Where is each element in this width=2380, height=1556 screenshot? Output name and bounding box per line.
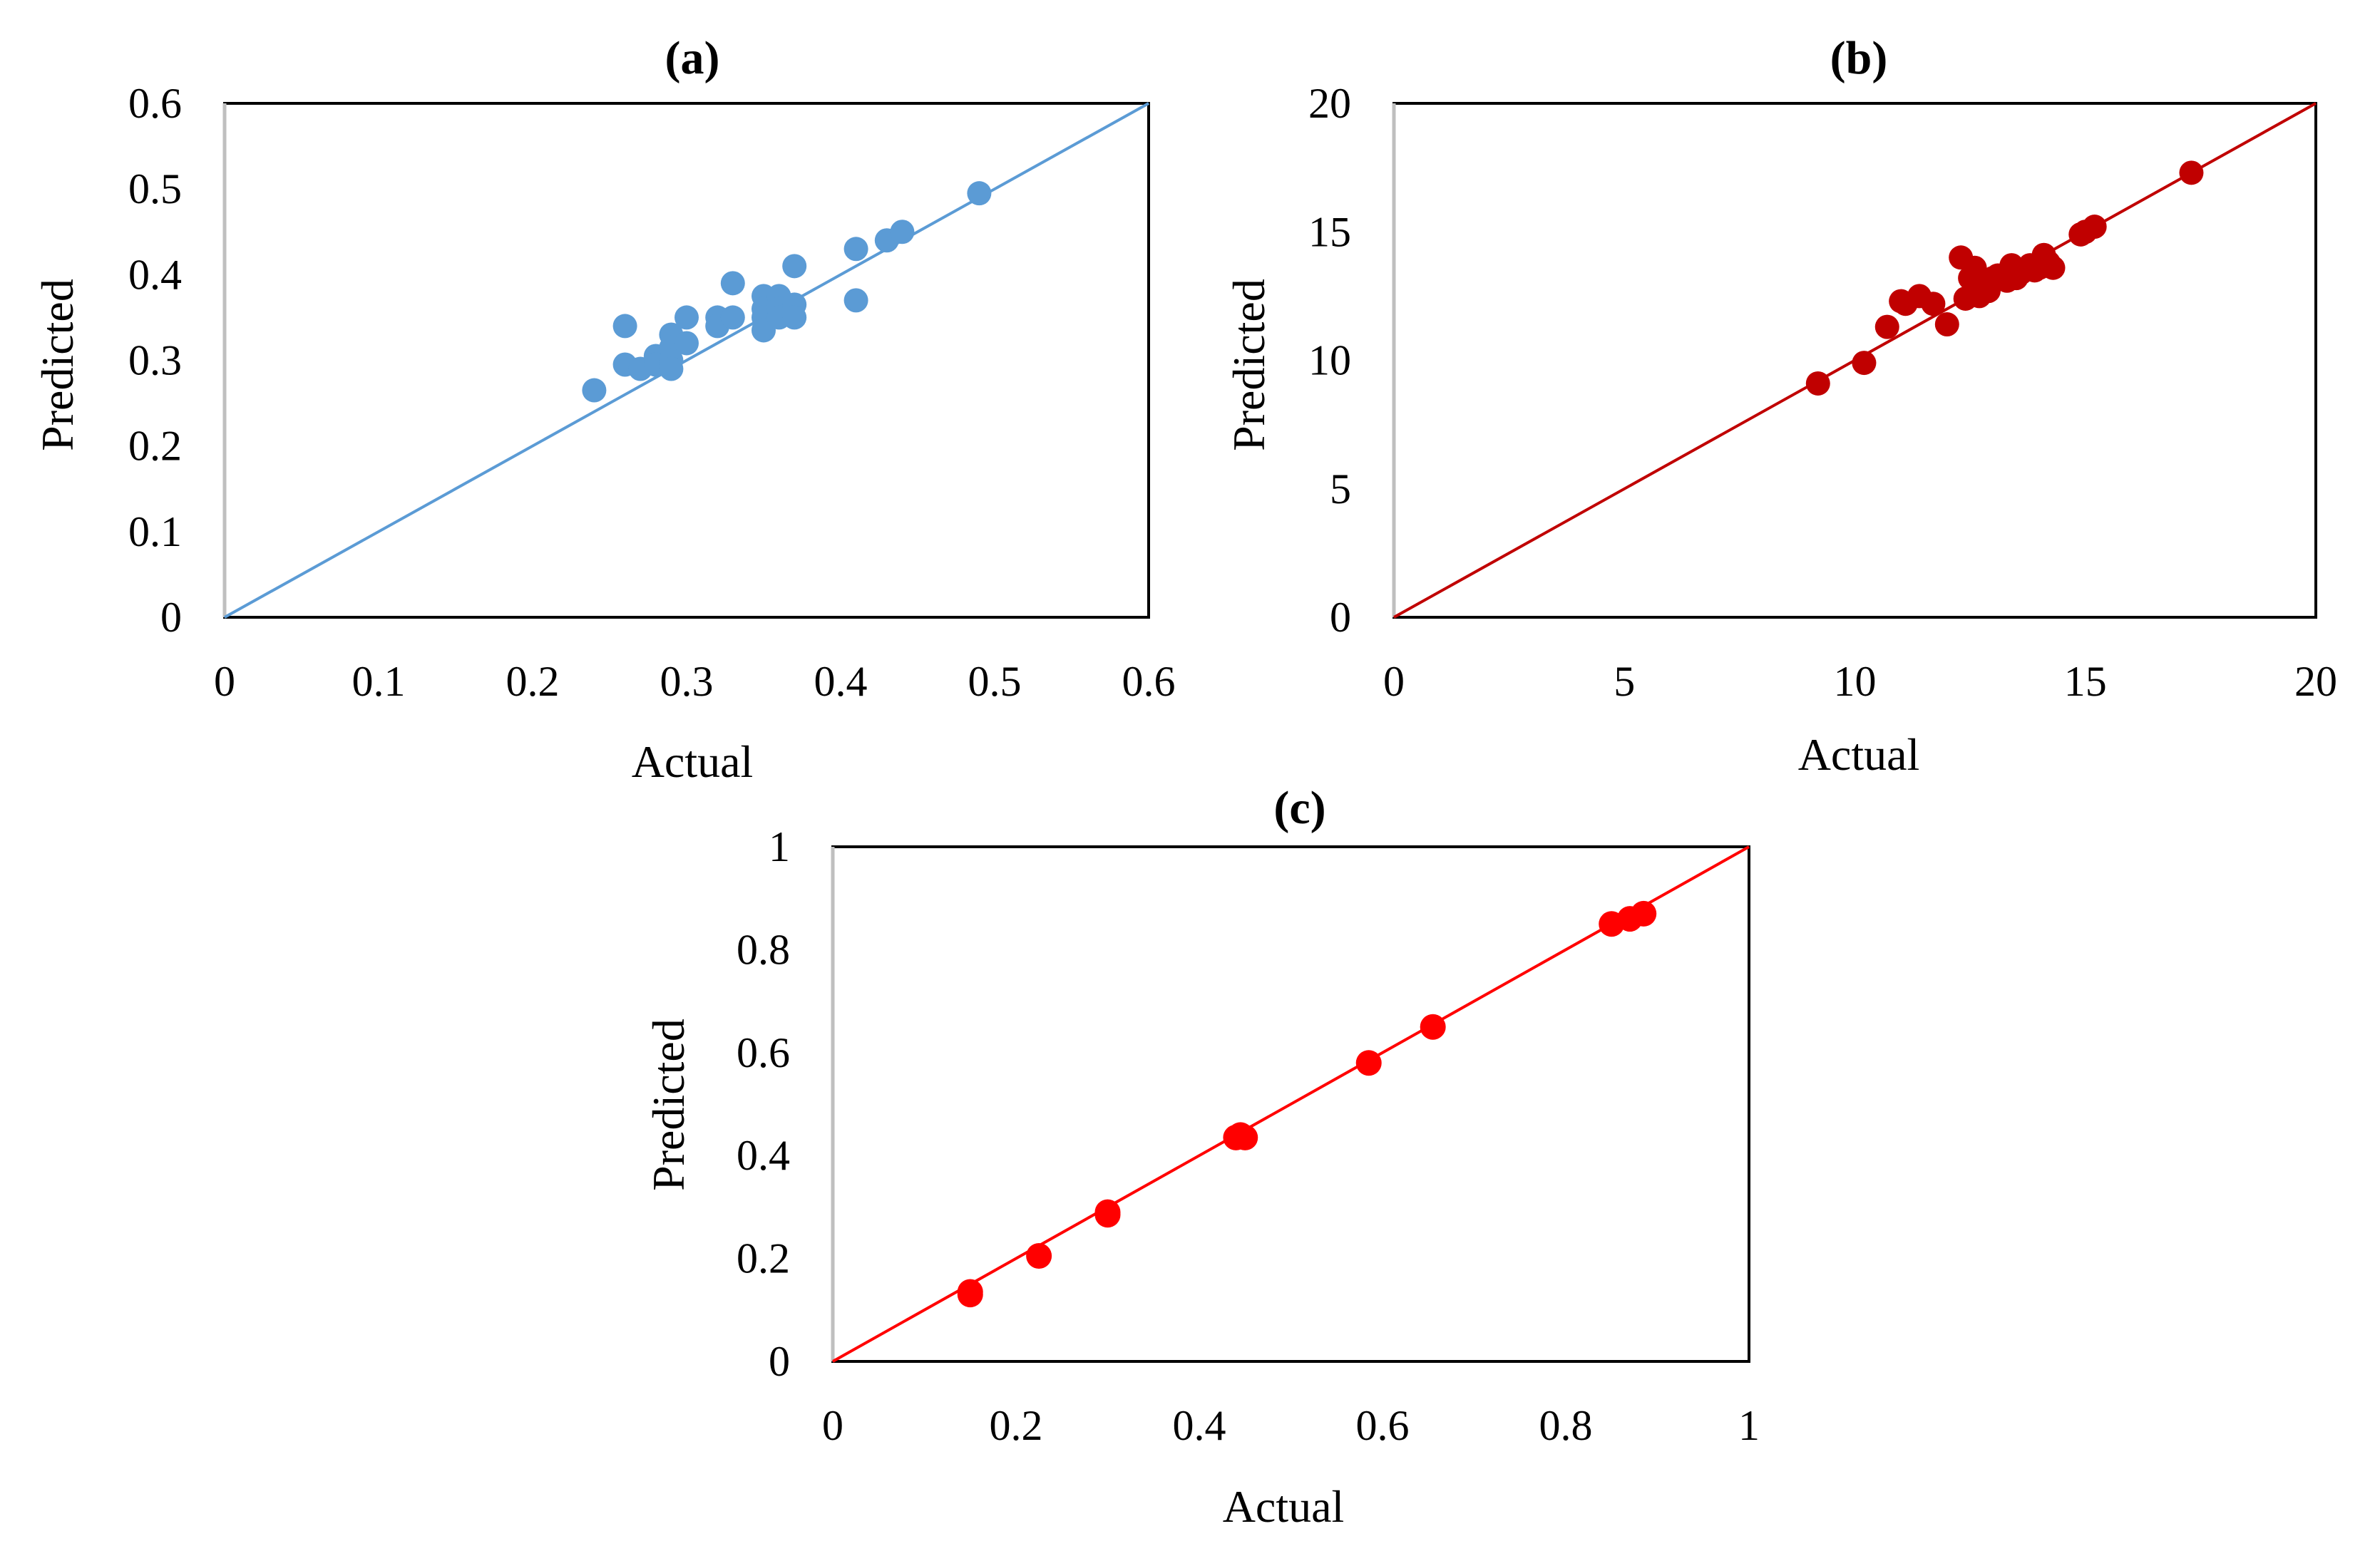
panel-a-x-tick-label: 0.4 bbox=[814, 658, 868, 705]
panel-a-data-point bbox=[720, 305, 745, 330]
panel-b-x-tick-label: 5 bbox=[1614, 658, 1635, 705]
panel-c-x-tick-label: 1 bbox=[1738, 1402, 1760, 1449]
panel-c-plot-area: 0 0.2 0.4 0.6 0.8 1 0 0.2 0.4 0.6 0.8 1 bbox=[737, 823, 1760, 1449]
panel-a-plot-area: 0 0.1 0.2 0.3 0.4 0.5 0.6 0 0.1 0.2 0.3 0.4 0.5 0.6 bbox=[128, 80, 1176, 705]
panel-b-y-axis-label: Predicted bbox=[1224, 279, 1274, 451]
panel-a-y-axis-label: Predicted bbox=[32, 279, 83, 451]
panel-c: 00.20.40.60.810 0.2 0.4 0.6 0.8 1 (c) Actual … bbox=[643, 782, 1760, 1532]
panel-b-plot-area: 0 5 10 15 20 0 5 10 15 20 bbox=[1308, 80, 2337, 705]
panel-a-x-tick-label: 0.1 bbox=[352, 658, 406, 705]
panel-a-data-point bbox=[843, 237, 868, 262]
panel-a-reference-line bbox=[224, 102, 1149, 619]
panel-b-y-tick-label: 15 bbox=[1308, 208, 1351, 255]
panel-c-data-point bbox=[1631, 900, 1657, 927]
panel-a-y-tick-label: 0.6 bbox=[128, 80, 182, 127]
panel-b-data-point bbox=[1852, 351, 1877, 376]
panel-b-data-point bbox=[1805, 371, 1830, 396]
panel-a-title: (a) bbox=[665, 32, 720, 84]
panel-c-y-tick-label: 0.6 bbox=[737, 1029, 790, 1076]
panel-b-data-point bbox=[1874, 314, 1899, 339]
panel-a-y-tick-label: 0.4 bbox=[128, 251, 182, 298]
panel-c-x-tick-label: 0.4 bbox=[1173, 1402, 1226, 1449]
panel-b-x-axis-label: Actual bbox=[1798, 729, 1920, 780]
panel-a-data-point bbox=[674, 305, 699, 330]
panel-a-y-tick-label: 0.3 bbox=[128, 337, 182, 384]
panel-a-data-point bbox=[782, 254, 807, 279]
panel-c-data-point bbox=[957, 1279, 983, 1305]
panel-c-y-tick-label: 0 bbox=[769, 1338, 790, 1385]
panel-a: 0 0.1 0.2 0.3 0.4 0.5 0.6 0 0.1 0.2 0.3 0.4 0.5 0.6 (… bbox=[32, 32, 1176, 787]
panel-c-y-tick-label: 0.2 bbox=[737, 1235, 790, 1282]
panel-a-x-tick-label: 0.6 bbox=[1122, 658, 1176, 705]
panel-c-data-point bbox=[1026, 1242, 1052, 1269]
panel-c-y-tick-label: 0.8 bbox=[737, 926, 790, 973]
panel-a-data-point bbox=[659, 356, 684, 381]
panel-a-x-tick-label: 0.2 bbox=[506, 658, 560, 705]
panel-c-data-point bbox=[1094, 1199, 1121, 1225]
panel-a-data-point bbox=[612, 314, 637, 339]
panel-a-x-tick-label: 0 bbox=[214, 658, 235, 705]
panel-a-data-point bbox=[843, 288, 868, 313]
panel-a-data-point bbox=[720, 271, 745, 296]
panel-a-x-tick-label: 0.5 bbox=[968, 658, 1022, 705]
panel-c-x-axis-label: Actual bbox=[1223, 1481, 1345, 1532]
panel-a-x-axis-label: Actual bbox=[632, 736, 754, 787]
panel-c-x-tick-label: 0 bbox=[822, 1402, 843, 1449]
panel-a-x-tick-label: 0.3 bbox=[660, 658, 714, 705]
panel-c-x-tick-label: 0.2 bbox=[990, 1402, 1043, 1449]
panel-a-data-point bbox=[582, 378, 607, 403]
panel-c-x-tick-label: 0.6 bbox=[1356, 1402, 1410, 1449]
panel-c-data-point bbox=[1355, 1050, 1382, 1076]
panel-a-y-tick-label: 0 bbox=[160, 594, 182, 641]
panel-b-x-tick-label: 20 bbox=[2294, 658, 2337, 705]
panel-b-data-point bbox=[1934, 312, 1959, 337]
panel-b: 0 5 10 15 20 0 5 10 15 20 (b) Actual Predicted bbox=[1224, 32, 2337, 780]
panel-c-title: (c) bbox=[1273, 782, 1325, 834]
panel-a-data-point bbox=[967, 181, 992, 206]
panel-b-data-point bbox=[2041, 255, 2066, 280]
panel-b-data-point bbox=[2082, 215, 2107, 239]
panel-b-data-point bbox=[2179, 160, 2204, 185]
panel-b-x-tick-label: 0 bbox=[1383, 658, 1405, 705]
panel-a-data-point bbox=[890, 220, 915, 244]
panel-b-title: (b) bbox=[1830, 32, 1888, 84]
panel-b-y-tick-label: 5 bbox=[1330, 465, 1351, 512]
panel-c-y-tick-label: 1 bbox=[769, 823, 790, 870]
panel-c-data-point bbox=[1232, 1124, 1258, 1150]
panel-b-data-point bbox=[1921, 292, 1946, 316]
panel-a-y-tick-label: 0.1 bbox=[128, 508, 182, 555]
panel-c-data-point bbox=[1420, 1014, 1446, 1040]
panel-b-y-tick-label: 20 bbox=[1308, 80, 1351, 127]
panel-c-x-tick-label: 0.8 bbox=[1539, 1402, 1593, 1449]
panel-b-x-tick-label: 10 bbox=[1834, 658, 1877, 705]
panel-a-data-point bbox=[782, 305, 807, 330]
panel-b-x-tick-label: 15 bbox=[2064, 658, 2107, 705]
panel-b-y-tick-label: 10 bbox=[1308, 337, 1351, 384]
panel-a-y-tick-label: 0.2 bbox=[128, 423, 182, 470]
panel-b-y-tick-label: 0 bbox=[1330, 594, 1351, 641]
panel-c-y-axis-label: Predicted bbox=[643, 1019, 694, 1191]
panel-a-y-tick-label: 0.5 bbox=[128, 165, 182, 212]
panel-c-reference-line bbox=[832, 845, 1750, 1363]
panel-a-data-point bbox=[674, 331, 699, 356]
panel-c-y-tick-label: 0.4 bbox=[737, 1132, 790, 1179]
